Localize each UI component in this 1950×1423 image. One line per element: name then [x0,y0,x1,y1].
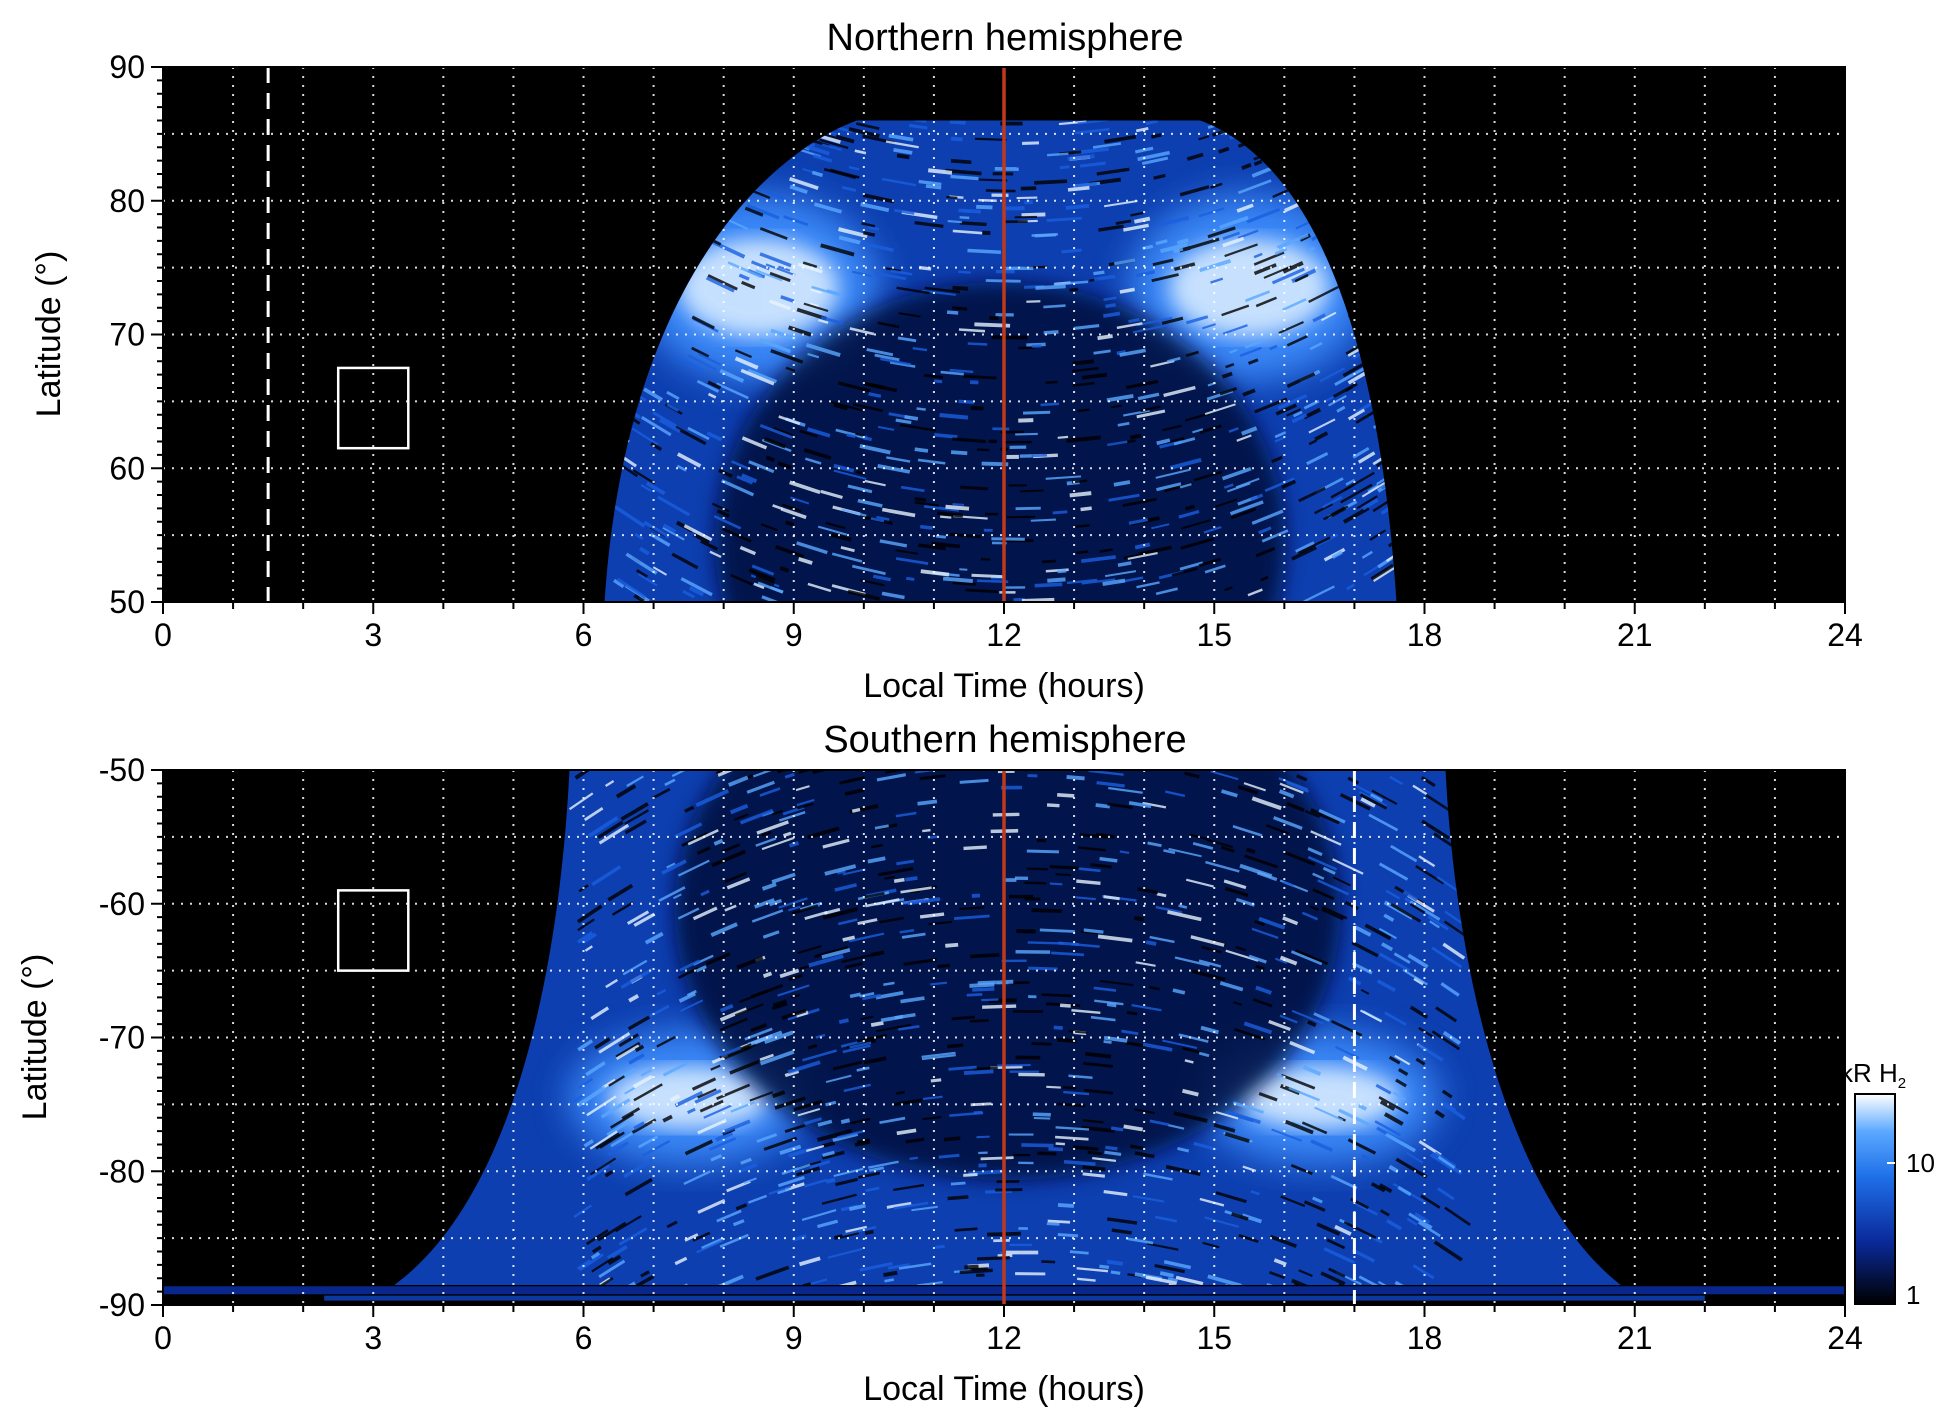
x-tick-label: 0 [154,1320,172,1356]
y-tick-label: -50 [99,752,145,788]
y-tick-label: 90 [109,49,145,85]
x-tick-label: 12 [986,1320,1022,1356]
y-tick-label: -60 [99,886,145,922]
southern-box-marker [336,889,410,972]
colorbar-title-subscript: 2 [1898,1075,1906,1092]
colorbar: kR H2 10 1 [1840,1058,1935,1310]
y-tick-label: -70 [99,1020,145,1056]
x-tick-label: 15 [1196,1320,1232,1356]
x-tick-label: 24 [1827,617,1863,653]
y-tick-label: 60 [109,450,145,486]
y-tick-label: 50 [109,584,145,620]
x-tick-label: 15 [1196,617,1232,653]
x-tick-label: 3 [364,617,382,653]
southern-heatmap [163,770,1845,1301]
southern-x-axis-label: Local Time (hours) [863,1370,1145,1408]
x-tick-label: 21 [1617,1320,1653,1356]
x-tick-label: 18 [1407,617,1443,653]
northern-box-marker [336,366,410,450]
x-tick-label: 21 [1617,617,1653,653]
southern-y-tick-labels: -90 -80 -70 -60 -50 [99,752,145,1323]
x-tick-label: 3 [364,1320,382,1356]
northern-ticks [151,66,1846,614]
northern-x-tick-labels: 0 3 6 9 12 15 18 21 24 [154,617,1863,653]
southern-title: Southern hemisphere [823,719,1186,761]
y-tick-label: 80 [109,183,145,219]
y-tick-label: -80 [99,1153,145,1189]
y-tick-label: -90 [99,1287,145,1323]
southern-grid [163,770,1845,1305]
northern-y-axis-label: Latitude (°) [30,251,68,418]
x-tick-label: 9 [785,1320,803,1356]
northern-grid [163,67,1845,602]
colorbar-title: kR H2 [1840,1058,1906,1092]
northern-panel: Northern hemisphere 0 3 6 9 12 15 18 21 24 50 60 7… [30,17,1863,705]
x-tick-label: 12 [986,617,1022,653]
colorbar-gradient [1854,1093,1896,1305]
northern-title: Northern hemisphere [827,17,1184,59]
colorbar-tick-label-1: 1 [1906,1280,1920,1310]
southern-panel: Southern hemisphere 0 3 6 9 12 15 18 21 24 -90 -8… [16,719,1863,1408]
northern-x-axis-label: Local Time (hours) [863,667,1145,705]
southern-ticks [151,769,1846,1317]
y-tick-label: 70 [109,317,145,353]
southern-y-axis-label: Latitude (°) [16,954,54,1121]
colorbar-tick-label-10: 10 [1906,1148,1935,1178]
northern-y-tick-labels: 50 60 70 80 90 [109,49,145,620]
x-tick-label: 24 [1827,1320,1863,1356]
x-tick-label: 6 [575,617,593,653]
x-tick-label: 0 [154,617,172,653]
x-tick-label: 9 [785,617,803,653]
x-tick-label: 6 [575,1320,593,1356]
x-tick-label: 18 [1407,1320,1443,1356]
southern-x-tick-labels: 0 3 6 9 12 15 18 21 24 [154,1320,1863,1356]
